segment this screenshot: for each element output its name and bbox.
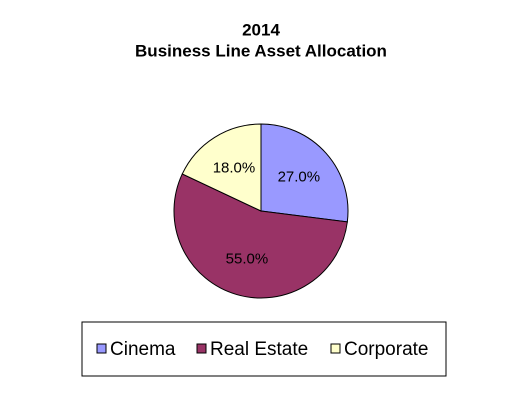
legend-swatch bbox=[96, 343, 107, 354]
data-label: 27.0% bbox=[278, 169, 321, 186]
pie-slice bbox=[173, 173, 348, 299]
legend-box bbox=[81, 321, 447, 377]
data-label: 55.0% bbox=[226, 250, 269, 267]
legend-label: Cinema bbox=[110, 339, 176, 360]
chart-title: 2014 bbox=[242, 20, 280, 39]
chart-subtitle: Business Line Asset Allocation bbox=[135, 41, 387, 60]
legend-label: Real Estate bbox=[210, 339, 308, 360]
legend-swatch bbox=[196, 343, 207, 354]
pie-slice bbox=[181, 123, 262, 212]
data-label: 18.0% bbox=[213, 159, 256, 176]
legend-swatch bbox=[330, 343, 341, 354]
legend-label: Corporate bbox=[344, 339, 429, 360]
pie-slice bbox=[260, 123, 349, 223]
